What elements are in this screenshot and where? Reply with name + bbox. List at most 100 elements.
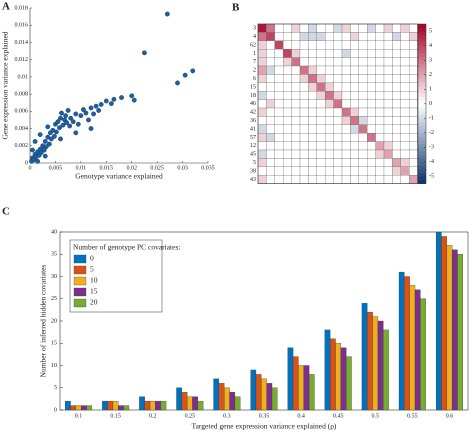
cell — [316, 65, 326, 75]
cell — [308, 23, 317, 33]
cell — [316, 166, 326, 176]
cell — [325, 107, 334, 117]
y-axis-label: Number of inferred hidden covariates — [39, 264, 48, 377]
cell — [358, 158, 368, 167]
cell — [392, 91, 401, 100]
bar — [266, 383, 273, 411]
cell — [383, 149, 393, 159]
cell — [367, 116, 376, 125]
cell — [400, 107, 410, 117]
cell — [383, 116, 393, 125]
row-label: 2 — [253, 68, 256, 74]
cell — [308, 149, 317, 159]
cell — [400, 74, 410, 83]
cell — [291, 133, 301, 142]
legend-swatch — [73, 298, 87, 308]
cell — [308, 49, 317, 58]
cell — [308, 124, 317, 134]
colorbar-tick-label: 3 — [429, 58, 432, 64]
y-tick-label: 15 — [51, 341, 57, 347]
bar — [383, 329, 389, 411]
cell — [400, 158, 410, 167]
cell — [350, 32, 359, 41]
point — [67, 123, 73, 129]
cell — [358, 82, 368, 92]
colorbar-step — [418, 63, 426, 68]
cell — [333, 133, 343, 142]
cell — [367, 74, 376, 83]
cell — [392, 23, 401, 33]
bar — [160, 400, 167, 411]
cell — [383, 158, 393, 167]
cell — [299, 107, 309, 117]
bar — [192, 396, 198, 411]
cell — [383, 23, 393, 33]
point — [48, 136, 54, 142]
bar — [420, 298, 426, 411]
bar — [377, 320, 384, 411]
point — [81, 107, 86, 113]
cell — [266, 82, 275, 92]
colorbar-step — [418, 100, 426, 105]
cell — [325, 74, 334, 83]
bar — [102, 400, 108, 411]
cell — [367, 107, 376, 117]
cell — [266, 124, 275, 134]
cell — [291, 116, 301, 125]
cell — [283, 116, 292, 125]
bar — [446, 245, 453, 411]
cell — [409, 40, 418, 50]
cell — [358, 23, 368, 33]
bar — [218, 383, 225, 411]
colorbar-step — [418, 140, 426, 144]
cell — [392, 124, 401, 134]
y-tick-label: 0.002 — [15, 143, 29, 149]
cell — [308, 40, 317, 50]
cell — [308, 57, 317, 67]
colorbar-step — [418, 82, 426, 86]
cell — [367, 99, 376, 109]
cell — [299, 133, 309, 142]
bar — [404, 276, 410, 411]
cell — [266, 32, 275, 41]
point — [182, 72, 188, 78]
colorbar-step — [418, 150, 426, 155]
cell — [325, 91, 334, 100]
cell — [299, 32, 309, 41]
cell — [316, 141, 326, 151]
cell — [308, 65, 317, 75]
bar — [86, 405, 93, 411]
point — [96, 108, 102, 113]
x-tick-label: 0.03 — [177, 165, 188, 171]
colorbar-step — [418, 67, 426, 72]
x-tick-label: 0.1 — [75, 413, 83, 419]
colorbar-step — [418, 114, 426, 119]
cell — [283, 40, 292, 50]
point — [42, 153, 48, 159]
cell — [409, 32, 418, 41]
cell — [274, 124, 284, 134]
point — [64, 120, 70, 125]
colorbar-step — [418, 56, 426, 61]
x-tick-label: 0.015 — [100, 165, 114, 171]
x-tick-label: 0.6 — [446, 413, 454, 419]
cell — [409, 99, 418, 109]
bar — [81, 405, 87, 411]
cell — [358, 116, 368, 125]
legend-swatch — [73, 254, 87, 264]
cell — [350, 124, 359, 134]
cell — [367, 32, 376, 41]
point — [30, 147, 35, 153]
x-tick-label: 0.35 — [259, 413, 270, 419]
cell — [325, 116, 334, 125]
cell — [375, 91, 385, 100]
cell — [400, 116, 410, 125]
bar — [234, 396, 241, 411]
colorbar-step — [418, 107, 426, 112]
cell — [283, 57, 292, 67]
cell — [392, 116, 401, 125]
cell — [375, 107, 385, 117]
row-label: 46 — [250, 101, 256, 107]
point — [83, 110, 89, 116]
cell — [316, 99, 326, 109]
